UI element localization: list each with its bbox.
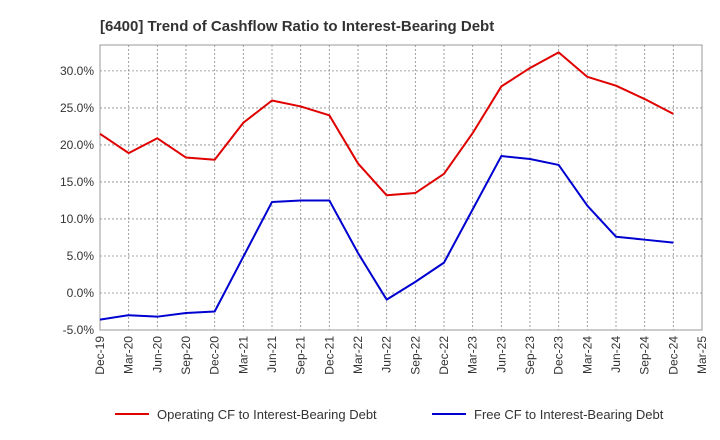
series-group [99,51,674,321]
x-tick-label: Dec-19 [93,336,107,375]
x-tick-label: Mar-24 [580,336,594,374]
x-tick-label: Jun-22 [380,336,394,373]
y-axis: -5.0% 0.0% 5.0% 10.0% 15.0% 20.0% 25.0% 30.0% [60,64,94,337]
x-tick-label: Dec-20 [208,336,222,375]
y-tick-label: 30.0% [60,64,94,78]
x-tick-label: Dec-21 [322,336,336,375]
x-tick-label: Dec-23 [552,336,566,375]
x-tick-label: Jun-21 [265,336,279,373]
chart-title: [6400] Trend of Cashflow Ratio to Intere… [100,18,494,35]
x-tick-label: Sep-24 [638,336,652,375]
y-tick-label: 25.0% [60,101,94,115]
series-line-1 [99,51,674,197]
legend-label-2: Free CF to Interest-Bearing Debt [474,407,664,422]
y-tick-label: 20.0% [60,138,94,152]
x-tick-label: Mar-21 [236,336,250,374]
x-tick-label: Mar-25 [695,336,709,374]
x-axis: Dec-19 Mar-20 Jun-20 Sep-20 Dec-20 Mar-21 Jun-… [93,336,709,375]
x-tick-label: Jun-20 [150,336,164,373]
y-tick-label: 10.0% [60,212,94,226]
y-tick-label: 5.0% [67,249,95,263]
x-tick-label: Dec-22 [437,336,451,375]
y-tick-label: -5.0% [63,323,95,337]
x-tick-label: Mar-23 [466,336,480,374]
plot-frame [99,44,703,331]
x-tick-label: Sep-20 [179,336,193,375]
x-tick-label: Jun-23 [494,336,508,373]
x-tick-label: Dec-24 [666,336,680,375]
y-tick-label: 15.0% [60,175,94,189]
grid [100,45,702,330]
x-tick-label: Jun-24 [609,336,623,373]
y-tick-label: 0.0% [67,286,95,300]
series-line-2 [99,155,674,321]
x-tick-label: Mar-22 [351,336,365,374]
x-tick-label: Sep-21 [294,336,308,375]
legend: Operating CF to Interest-Bearing Debt Fre… [115,407,664,422]
x-tick-label: Mar-20 [122,336,136,374]
x-tick-label: Sep-23 [523,336,537,375]
legend-label-1: Operating CF to Interest-Bearing Debt [157,407,377,422]
x-tick-label: Sep-22 [408,336,422,375]
